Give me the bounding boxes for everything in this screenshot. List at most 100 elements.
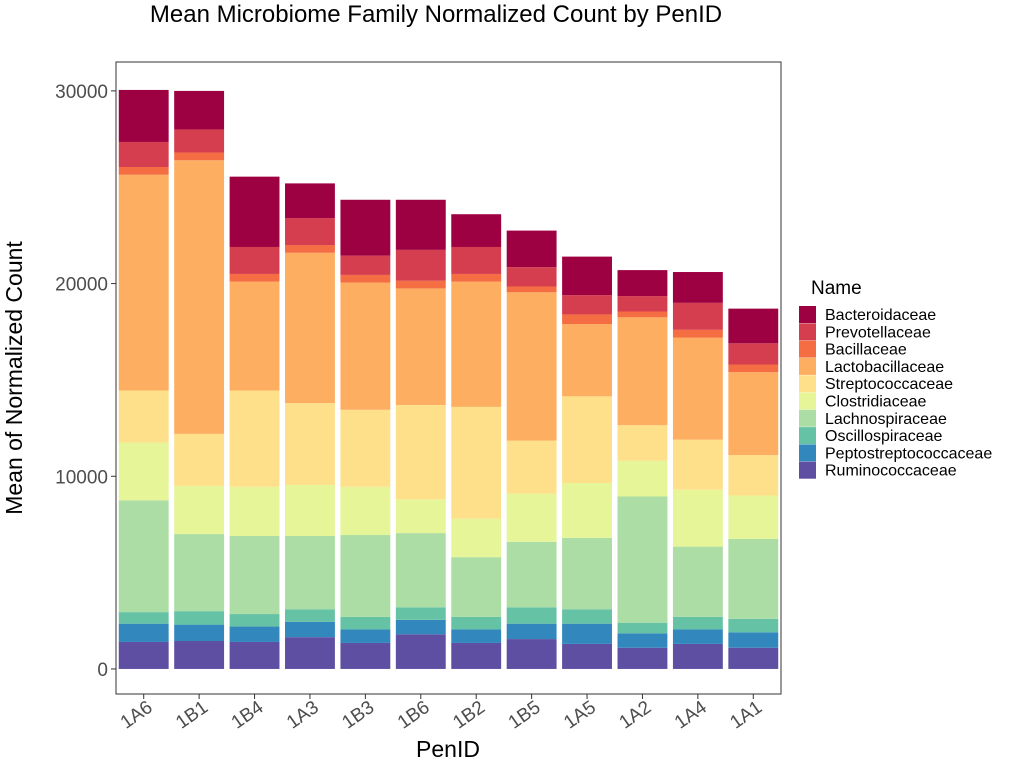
bar-1A2-peptostreptococcaceae	[617, 633, 668, 648]
bar-1A4-lachnospiraceae	[672, 546, 723, 617]
bar-1A3-lactobacillaceae	[285, 252, 335, 404]
bar-1B5-lachnospiraceae	[506, 541, 557, 608]
legend-swatch-ruminococcaceae	[799, 461, 816, 479]
bar-1A1-oscillospiraceae	[728, 618, 779, 633]
bar-1A3-streptococcaceae	[285, 403, 335, 485]
bar-stack-1B2	[451, 214, 502, 669]
legend-label-bacteroidaceae: Bacteroidaceae	[825, 307, 936, 324]
bar-1A5-clostridiaceae	[562, 483, 612, 538]
bar-1B3-clostridiaceae	[340, 486, 391, 536]
bar-1A6-bacillaceae	[118, 167, 169, 175]
legend-label-oscillospiraceae: Oscillospiraceae	[825, 428, 942, 445]
x-tick-label: 1A3	[283, 697, 323, 734]
bar-1A2-bacillaceae	[617, 311, 668, 318]
bar-stack-1B5	[506, 230, 557, 669]
legend-swatch-clostridiaceae	[799, 392, 816, 410]
bar-1B2-peptostreptococcaceae	[451, 629, 502, 643]
bar-stack-1A6	[118, 89, 169, 669]
legend-swatch-bacteroidaceae	[799, 306, 816, 323]
bar-1B6-bacillaceae	[395, 280, 446, 289]
bar-1B3-peptostreptococcaceae	[340, 629, 391, 643]
x-tick-label: 1A4	[671, 697, 711, 734]
bar-stack-1A5	[562, 256, 612, 669]
bar-1A2-ruminococcaceae	[617, 647, 668, 669]
y-tick-label: 10000	[55, 467, 108, 488]
bar-1B6-oscillospiraceae	[395, 607, 446, 620]
legend-label-bacillaceae: Bacillaceae	[825, 342, 907, 359]
bar-1B1-oscillospiraceae	[174, 611, 225, 625]
x-tick-label: 1B3	[339, 697, 379, 734]
x-tick-label: 1A6	[117, 697, 157, 734]
bar-1A3-bacillaceae	[285, 245, 335, 253]
bar-1B5-prevotellaceae	[506, 267, 557, 287]
bar-1B4-ruminococcaceae	[229, 641, 280, 669]
bar-1A5-lactobacillaceae	[562, 324, 612, 397]
x-tick-label: 1B5	[505, 697, 545, 734]
legend: Name BacteroidaceaePrevotellaceaeBacilla…	[799, 278, 992, 480]
bar-1A3-oscillospiraceae	[285, 609, 335, 622]
x-tick-label: 1B1	[172, 697, 212, 734]
bar-1B2-clostridiaceae	[451, 518, 502, 558]
legend-label-lachnospiraceae: Lachnospiraceae	[825, 411, 947, 428]
bar-1B2-prevotellaceae	[451, 246, 502, 274]
bar-1A1-bacillaceae	[728, 364, 779, 373]
bar-1A6-lachnospiraceae	[118, 500, 169, 613]
bar-1A5-prevotellaceae	[562, 295, 612, 315]
bar-1A3-peptostreptococcaceae	[285, 621, 335, 638]
bar-1A4-ruminococcaceae	[672, 643, 723, 669]
x-axis: 1A6 1B1 1B4 1A3 1B3 1B6 1B2 1B5 1A5 1A2 1A4 1A1	[117, 694, 766, 733]
bar-1B3-lactobacillaceae	[340, 282, 391, 410]
bar-1B6-lachnospiraceae	[395, 533, 446, 608]
bar-1B3-prevotellaceae	[340, 255, 391, 275]
bar-1B4-oscillospiraceae	[229, 614, 280, 627]
x-tick-label: 1B4	[228, 697, 268, 734]
bar-1B5-ruminococcaceae	[506, 639, 557, 669]
bar-1B4-prevotellaceae	[229, 246, 280, 274]
bar-1A2-clostridiaceae	[617, 460, 668, 497]
legend-swatch-lachnospiraceae	[799, 409, 816, 427]
bar-1B6-streptococcaceae	[395, 404, 446, 500]
bar-1B1-ruminococcaceae	[174, 641, 225, 669]
bar-1B5-lactobacillaceae	[506, 292, 557, 441]
legend-label-peptostreptococcaceae: Peptostreptococcaceae	[825, 445, 992, 462]
legend-label-streptococcaceae: Streptococcaceae	[825, 376, 953, 393]
bar-1B6-bacteroidaceae	[395, 199, 446, 250]
bar-1B4-lachnospiraceae	[229, 536, 280, 615]
x-axis-title: PenID	[416, 736, 480, 762]
bar-1A5-ruminococcaceae	[562, 643, 612, 669]
y-axis: 0 10000 20000 30000	[55, 82, 116, 681]
plot-area	[118, 89, 779, 669]
bar-1A3-prevotellaceae	[285, 218, 335, 246]
bar-1A3-bacteroidaceae	[285, 183, 335, 219]
bar-1A6-streptococcaceae	[118, 390, 169, 443]
bar-1A4-oscillospiraceae	[672, 616, 723, 630]
bar-1A1-ruminococcaceae	[728, 647, 779, 669]
bar-1B1-prevotellaceae	[174, 129, 225, 153]
bar-1B2-ruminococcaceae	[451, 642, 502, 669]
y-tick-label: 20000	[55, 275, 108, 296]
bar-1B3-bacteroidaceae	[340, 199, 391, 256]
bar-stack-1A2	[617, 270, 668, 669]
bar-1A1-bacteroidaceae	[728, 308, 779, 344]
bar-1A1-streptococcaceae	[728, 455, 779, 496]
bar-1B5-oscillospiraceae	[506, 607, 557, 624]
bar-1A2-streptococcaceae	[617, 425, 668, 461]
legend-label-prevotellaceae: Prevotellaceae	[825, 324, 931, 341]
bar-1A5-oscillospiraceae	[562, 609, 612, 624]
bar-1A5-streptococcaceae	[562, 396, 612, 484]
bar-1A6-clostridiaceae	[118, 442, 169, 501]
bar-1B4-bacteroidaceae	[229, 176, 280, 247]
bar-1B1-clostridiaceae	[174, 485, 225, 535]
bar-1B3-oscillospiraceae	[340, 616, 391, 630]
legend-swatch-peptostreptococcaceae	[799, 444, 816, 462]
legend-label-clostridiaceae: Clostridiaceae	[825, 394, 926, 411]
plot-border	[115, 61, 782, 695]
bar-1B1-lactobacillaceae	[174, 160, 225, 434]
bar-1A2-oscillospiraceae	[617, 622, 668, 634]
bar-1A4-streptococcaceae	[672, 439, 723, 490]
bar-stack-1A1	[728, 308, 779, 669]
bar-1A5-peptostreptococcaceae	[562, 623, 612, 644]
legend-title: Name	[811, 278, 862, 299]
bar-1A1-clostridiaceae	[728, 495, 779, 539]
